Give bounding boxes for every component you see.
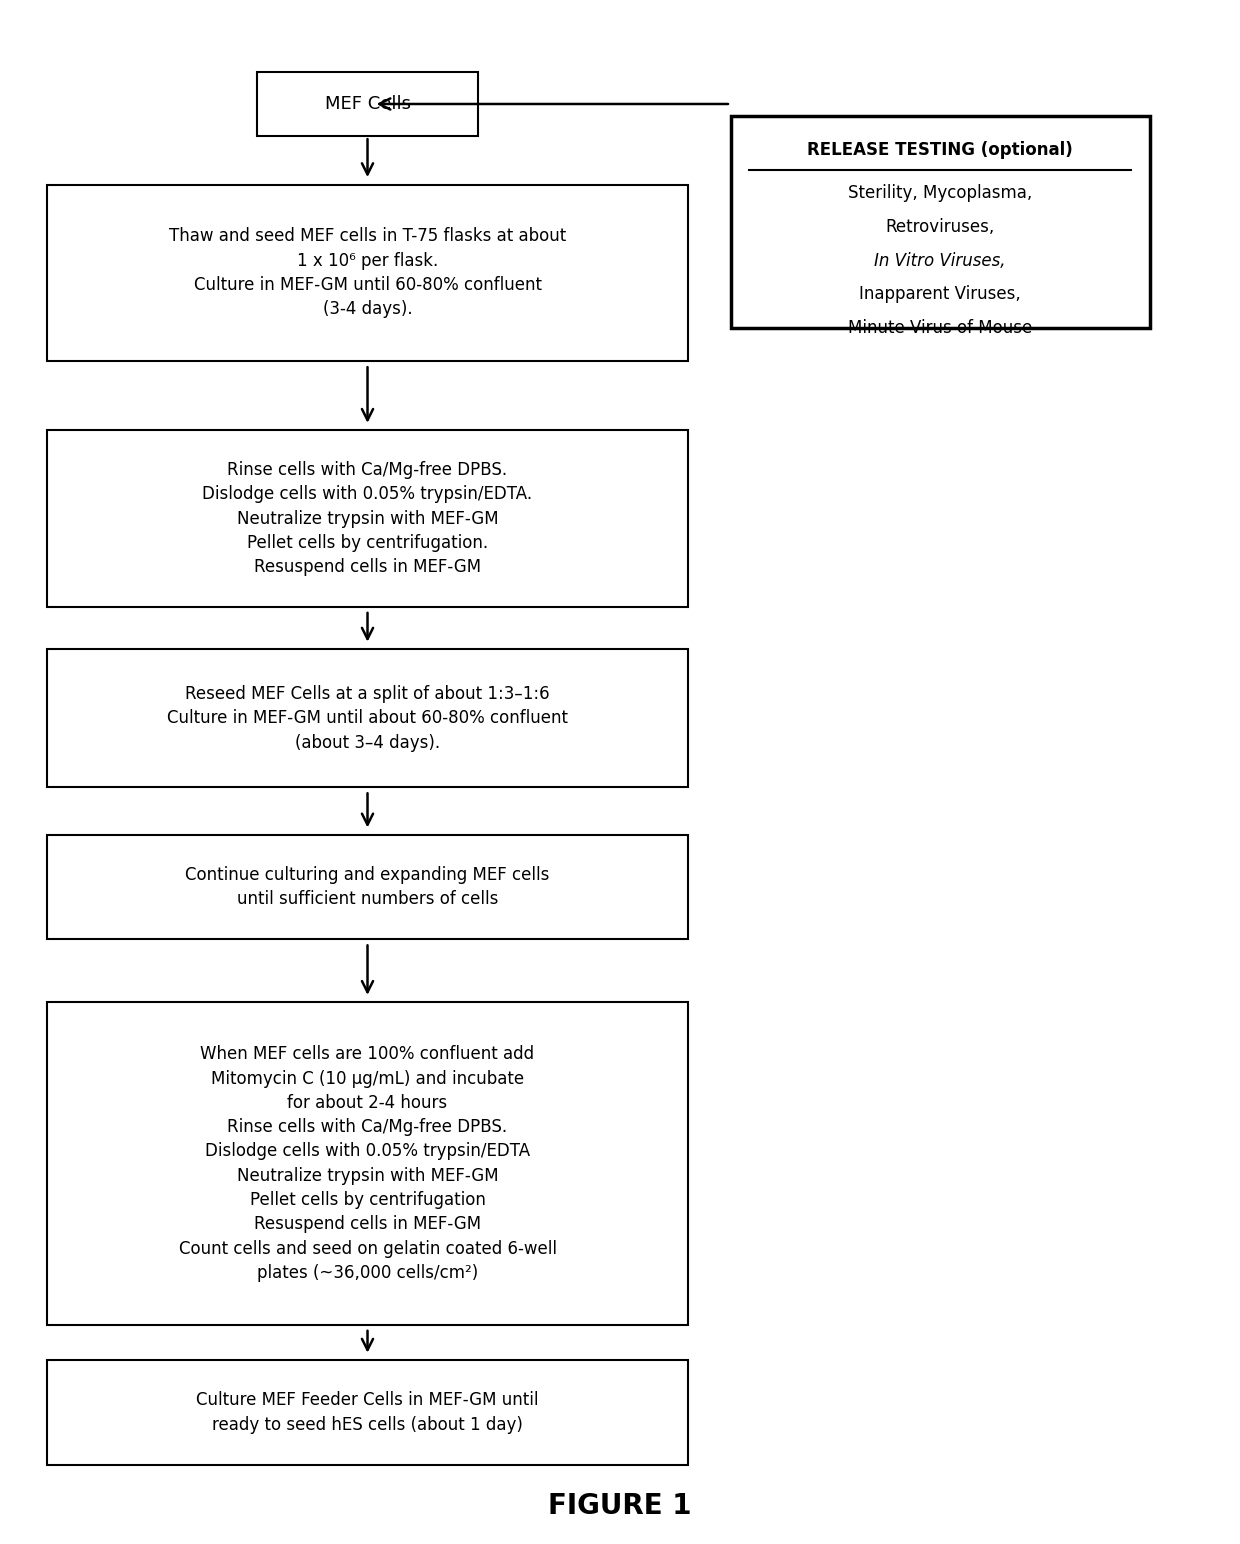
Text: Reseed MEF Cells at a split of about 1:3–1:6
Culture in MEF-GM until about 60-80: Reseed MEF Cells at a split of about 1:3…	[167, 686, 568, 752]
Text: FIGURE 1: FIGURE 1	[548, 1492, 692, 1519]
Text: Minute Virus of Mouse: Minute Virus of Mouse	[848, 320, 1033, 337]
FancyBboxPatch shape	[47, 1002, 688, 1325]
Text: Sterility, Mycoplasma,: Sterility, Mycoplasma,	[848, 184, 1033, 202]
FancyBboxPatch shape	[47, 431, 688, 607]
FancyBboxPatch shape	[257, 71, 479, 136]
FancyBboxPatch shape	[47, 648, 688, 787]
Text: When MEF cells are 100% confluent add
Mitomycin C (10 μg/mL) and incubate
for ab: When MEF cells are 100% confluent add Mi…	[179, 1045, 557, 1282]
FancyBboxPatch shape	[730, 116, 1149, 329]
Text: Culture MEF Feeder Cells in MEF-GM until
ready to seed hES cells (about 1 day): Culture MEF Feeder Cells in MEF-GM until…	[196, 1391, 538, 1433]
Text: Rinse cells with Ca/Mg-free DPBS.
Dislodge cells with 0.05% trypsin/EDTA.
Neutra: Rinse cells with Ca/Mg-free DPBS. Dislod…	[202, 462, 532, 576]
Text: Continue culturing and expanding MEF cells
until sufficient numbers of cells: Continue culturing and expanding MEF cel…	[185, 866, 549, 908]
Text: MEF Cells: MEF Cells	[325, 96, 410, 113]
Text: In Vitro Viruses,: In Vitro Viruses,	[874, 252, 1006, 270]
Text: Inapparent Viruses,: Inapparent Viruses,	[859, 286, 1021, 304]
Text: Thaw and seed MEF cells in T-75 flasks at about
1 x 10⁶ per flask.
Culture in ME: Thaw and seed MEF cells in T-75 flasks a…	[169, 227, 567, 318]
Text: Retroviruses,: Retroviruses,	[885, 218, 994, 236]
Text: RELEASE TESTING (optional): RELEASE TESTING (optional)	[807, 141, 1073, 159]
FancyBboxPatch shape	[47, 185, 688, 361]
FancyBboxPatch shape	[47, 835, 688, 939]
FancyBboxPatch shape	[47, 1360, 688, 1465]
